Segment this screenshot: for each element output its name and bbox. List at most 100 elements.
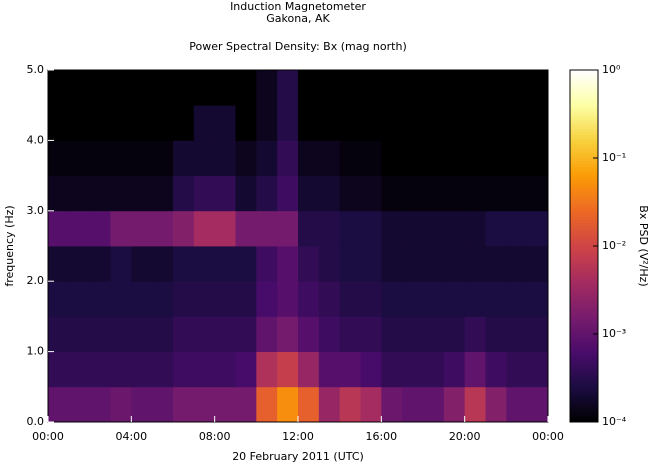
colorbar-segment: [570, 386, 598, 391]
spectrogram-cell: [464, 70, 486, 106]
colorbar-segment: [570, 392, 598, 397]
colorbar-segment: [570, 278, 598, 282]
spectrogram-cell: [298, 386, 320, 423]
colorbar-segment: [570, 155, 598, 159]
spectrogram-cell: [381, 105, 403, 141]
colorbar-segment: [570, 307, 598, 312]
spectrogram-cell: [110, 105, 132, 141]
spectrogram-cell: [527, 351, 549, 388]
spectrogram-cell: [131, 210, 153, 247]
spectrogram-cell: [423, 246, 445, 282]
spectrogram-cell: [68, 281, 91, 317]
spectrogram-cell: [68, 210, 91, 247]
spectrogram-cell: [48, 246, 70, 282]
spectrogram-cell: [381, 210, 403, 247]
spectrogram-cell: [235, 210, 257, 247]
spectrogram-cell: [360, 246, 382, 282]
spectrogram-cell: [68, 316, 91, 352]
spectrogram-cell: [110, 246, 132, 282]
spectrogram-cell: [152, 351, 174, 388]
colorbar-segment: [570, 114, 598, 118]
spectrogram-cell: [381, 175, 403, 212]
x-tick-label: 12:00: [282, 430, 314, 443]
spectrogram-cell: [256, 386, 278, 423]
colorbar-segment: [570, 281, 598, 285]
colorbar-segment: [570, 336, 598, 341]
spectrogram-cell: [318, 246, 341, 282]
colorbar-segment: [570, 143, 598, 147]
spectrogram-cell: [464, 281, 486, 317]
spectrogram-cell: [443, 316, 466, 352]
spectrogram-cell: [298, 210, 320, 247]
spectrogram-cell: [193, 175, 216, 212]
colorbar-segment: [570, 152, 598, 156]
colorbar-segment: [570, 363, 598, 367]
spectrogram-cell: [339, 246, 361, 282]
colorbar-segment: [570, 389, 598, 394]
colorbar-segment: [570, 181, 598, 185]
spectrogram-cell: [423, 70, 445, 106]
spectrogram-cell: [256, 70, 278, 106]
spectrogram-cell: [235, 316, 257, 352]
spectrogram-cell: [485, 105, 507, 141]
spectrogram-cell: [423, 175, 445, 212]
spectrogram-cell: [173, 105, 195, 141]
colorbar-segment: [570, 351, 598, 356]
spectrogram-cell: [214, 175, 236, 212]
spectrogram-cell: [48, 175, 70, 212]
spectrogram-cell: [443, 140, 466, 176]
spectrogram-cell: [89, 70, 111, 106]
colorbar-segment: [570, 304, 598, 309]
spectrogram-cell: [152, 175, 174, 212]
colorbar-segment: [570, 119, 598, 124]
colorbar-label: Bx PSD (V²/Hz): [637, 205, 650, 286]
spectrogram-cell: [506, 210, 528, 247]
colorbar-segment: [570, 401, 598, 405]
spectrogram-cell: [235, 105, 257, 141]
spectrogram-cell: [89, 140, 111, 176]
y-tick-label: 0.0: [27, 415, 45, 428]
colorbar-segment: [570, 310, 598, 314]
spectrogram-cell: [443, 386, 466, 423]
colorbar-segment: [570, 339, 598, 344]
colorbar-segment: [570, 266, 598, 270]
spectrogram-cell: [152, 105, 174, 141]
spectrogram-cell: [89, 246, 111, 282]
spectrogram-cell: [152, 316, 174, 352]
spectrogram-cell: [527, 140, 549, 176]
colorbar-segment: [570, 187, 598, 191]
colorbar-segment: [570, 313, 598, 317]
spectrogram-cell: [485, 70, 507, 106]
spectrogram-cell: [360, 105, 382, 141]
colorbar-segment: [570, 111, 598, 115]
colorbar-segment: [570, 413, 598, 417]
colorbar-segment: [570, 316, 598, 320]
spectrogram-cell: [339, 281, 361, 317]
colorbar-segment: [570, 178, 598, 182]
colorbar-segment: [570, 93, 598, 97]
spectrogram-cell: [89, 281, 111, 317]
colorbar-segment: [570, 325, 598, 329]
spectrogram-cell: [485, 386, 507, 423]
x-tick-label: 04:00: [115, 430, 147, 443]
spectrogram-cell: [110, 140, 132, 176]
spectrogram-cell: [381, 351, 403, 388]
spectrogram-cell: [423, 281, 445, 317]
y-tick-label: 5.0: [27, 63, 45, 76]
colorbar-segment: [570, 228, 598, 232]
y-axis-label: frequency (Hz): [3, 205, 16, 286]
colorbar-segment: [570, 419, 598, 423]
colorbar-segment: [570, 257, 598, 262]
colorbar-segment: [570, 204, 598, 209]
spectrogram-cell: [485, 351, 507, 388]
spectrogram-cell: [298, 140, 320, 176]
colorbar-segment: [570, 166, 598, 171]
spectrogram-cell: [506, 175, 528, 212]
spectrogram-cell: [131, 70, 153, 106]
colorbar-segment: [570, 219, 598, 224]
spectrogram-cell: [48, 316, 70, 352]
colorbar-segment: [570, 275, 598, 279]
colorbar-segment: [570, 260, 598, 265]
colorbar-segment: [570, 246, 598, 250]
